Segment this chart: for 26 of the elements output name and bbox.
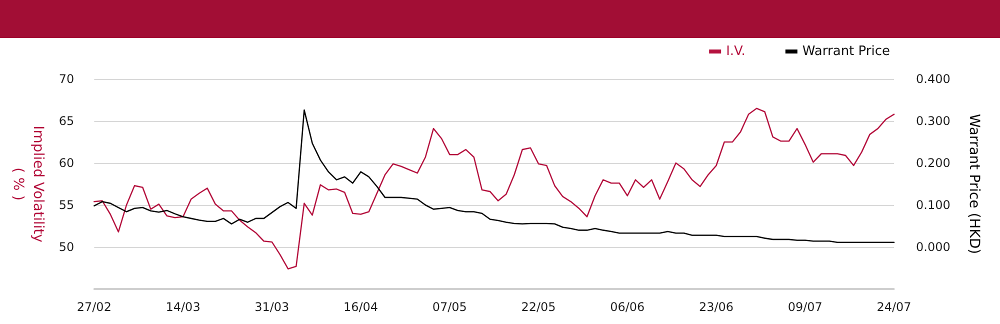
x-tick-label: 14/03 (166, 300, 200, 314)
legend-label: Warrant Price (802, 44, 890, 59)
x-tick-label: 24/07 (876, 300, 912, 314)
y2-axis-title: Warrant Price (HKD) (966, 114, 982, 254)
y-tick-label: 50 (58, 240, 74, 254)
y-tick-label: 55 (58, 198, 74, 212)
y2-tick-label: 0.200 (916, 156, 950, 170)
y-axis-title: Implied Volatility ( % ) (10, 126, 46, 242)
legend-label: I.V. (726, 44, 746, 59)
x-tick-label: 23/06 (698, 300, 734, 314)
y-tick-label: 70 (58, 72, 74, 86)
x-tick-label: 22/05 (521, 300, 556, 314)
x-tick-label: 31/03 (254, 300, 290, 314)
y2-tick-label: 0.100 (916, 198, 950, 212)
x-tick-label: 27/02 (76, 300, 112, 314)
y2-tick-label: 0.300 (916, 114, 950, 128)
y-tick-label: 65 (58, 114, 74, 128)
line-series (94, 108, 895, 270)
y-tick-label: 60 (58, 156, 74, 170)
y2-tick-label: 0.000 (916, 240, 950, 254)
y2-tick-label: 0.400 (916, 72, 950, 86)
x-tick-label: 07/05 (432, 300, 467, 314)
x-tick-label: 16/04 (343, 300, 378, 314)
line-series (94, 109, 895, 244)
x-tick-label: 06/06 (610, 300, 645, 314)
x-tick-label: 09/07 (788, 300, 822, 314)
